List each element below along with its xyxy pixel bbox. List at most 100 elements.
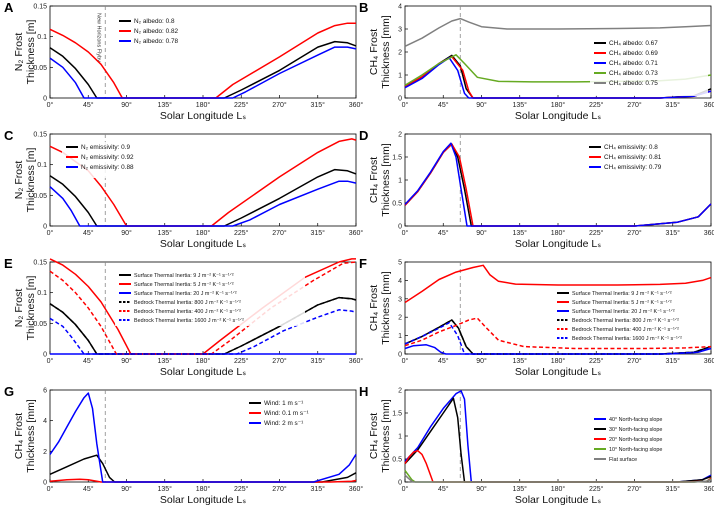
panel-a: New Horizons Flyby 0° 45° 90° 135° 180° 225° 27… — [4, 0, 363, 122]
panel-c-ytick-label: 0.1 — [37, 162, 47, 169]
panel-d-ytick-label: 0 — [398, 224, 402, 231]
panel-d-legend: CH₄ emissivity: 0.8 CH₄ emissivity: 0.81 C… — [585, 142, 705, 178]
panel-e-xtick-label: 90° — [121, 357, 132, 365]
panel-e-legend-bg — [115, 270, 305, 326]
panel-g-legend-label: Wind: 0.1 m s⁻¹ — [264, 410, 309, 417]
panel-f-xtick-label: 90° — [476, 357, 487, 365]
panel-c-xtick-label: 90° — [121, 229, 132, 237]
panel-b-ytick-label: 0 — [398, 96, 402, 103]
panel-e-ylabel: N₂ FrostThickness [m] — [13, 276, 37, 341]
panel-f-xtick-label: 45° — [438, 357, 449, 365]
panel-d-xtick-label: 0° — [402, 229, 409, 237]
panel-d-xtick-label: 45° — [438, 229, 449, 237]
panel-c-ylabel-line: Thickness [m] — [25, 148, 37, 213]
panel-h-legend-label: 30° North-facing slope — [609, 427, 662, 433]
panel-d-xtick-label: 90° — [476, 229, 487, 237]
panel-b-xtick-label: 135° — [513, 101, 528, 109]
panel-d-series-2-line — [404, 142, 712, 227]
panel-a-legend-label: N₂ albedo: 0.8 — [134, 18, 175, 25]
panel-b-legend-bg — [590, 38, 708, 96]
panel-b-ytick-label: 3 — [398, 27, 402, 34]
panel-e-legend-label: Surface Thermal Inertia: 5 J m⁻² K⁻¹ s⁻¹… — [134, 282, 234, 288]
panel-d-xtick-label: 315° — [666, 229, 681, 237]
panel-a-ytick-label: 0.05 — [33, 65, 47, 72]
panel-c-ytick-label: 0 — [43, 224, 47, 231]
panel-h: 0° 45° 90° 135° 180° 225° 270° 315° 360° 0 0.5 1 1.5… — [359, 384, 714, 506]
panel-e-legend-label: Bedrock Thermal Inertia: 400 J m⁻² K⁻¹ s… — [134, 309, 241, 315]
panel-a-xtick-label: 45° — [83, 101, 94, 109]
panel-a-series-2-line — [49, 46, 357, 99]
panel-b-series-2-line — [404, 57, 712, 99]
panel-g-xlabel: Solar Longitude Lₛ — [160, 494, 246, 506]
panel-f-xtick-label: 180° — [551, 357, 566, 365]
panel-d-ylabel-line: Thickness [mm] — [380, 143, 392, 217]
panel-b-ytick-label: 1 — [398, 73, 402, 80]
panel-d-legend-label: CH₄ emissivity: 0.8 — [604, 144, 658, 151]
panel-a-ylabel: N₂ FrostThickness [m] — [13, 20, 37, 85]
panel-b-legend-label: CH₄ albedo: 0.67 — [609, 40, 658, 47]
panel-e: 0° 45° 90° 135° 180° 225° 270° 315° 360° 0 0.05 0.1… — [4, 256, 363, 378]
panel-d: 0° 45° 90° 135° 180° 225° 270° 315° 360° 0 0.5 1 1.5… — [359, 128, 714, 250]
panel-h-ytick-label: 0.5 — [392, 457, 402, 464]
panel-g-xtick-label: 270° — [272, 485, 287, 493]
panel-h-ytick-label: 2 — [398, 388, 402, 395]
panel-f-xtick-label: 0° — [402, 357, 409, 365]
panel-h-xtick-label: 135° — [513, 485, 528, 493]
panel-h-letter: H — [359, 384, 368, 399]
panel-f-ylabel-line: CH₄ Frost — [368, 285, 380, 331]
panel-c-xtick-label: 45° — [83, 229, 94, 237]
panel-h-ytick-label: 1 — [398, 434, 402, 441]
panel-g: 0° 45° 90° 135° 180° 225° 270° 315° 360° 0 2 4 6 Sola… — [4, 384, 363, 506]
panel-f-legend-label: Surface Thermal Inertia: 5 J m⁻² K⁻¹ s⁻¹… — [572, 300, 672, 306]
panel-d-xtick-label: 180° — [551, 229, 566, 237]
panel-h-xtick-label: 180° — [551, 485, 566, 493]
panel-a-xtick-label: 90° — [121, 101, 132, 109]
panel-f-legend-label: Surface Thermal Inertia: 20 J m⁻² K⁻¹ s⁻… — [572, 309, 675, 315]
panel-a-legend: N₂ albedo: 0.8 N₂ albedo: 0.82 N₂ albedo: … — [115, 16, 230, 56]
panel-g-xtick-label: 360° — [349, 485, 364, 493]
panel-f-legend-bg — [553, 288, 708, 344]
panel-f-xlabel: Solar Longitude Lₛ — [515, 366, 601, 378]
panel-h-xtick-label: 90° — [476, 485, 487, 493]
panel-e-ytick-label: 0 — [43, 352, 47, 359]
panel-b-ytick-label: 2 — [398, 50, 402, 57]
panel-b-xtick-label: 180° — [551, 101, 566, 109]
panel-e-xtick-label: 225° — [234, 357, 249, 365]
panel-f-ytick-label: 5 — [398, 260, 402, 267]
panel-c-legend-label: N₂ emissivity: 0.88 — [81, 164, 134, 171]
panel-g-ytick-label: 4 — [43, 418, 47, 425]
panel-d-ytick-label: 1.5 — [392, 155, 402, 162]
panel-h-legend: 40° North-facing slope 30° North-facing s… — [590, 414, 708, 466]
panel-d-ytick-label: 2 — [398, 132, 402, 139]
panel-e-xtick-label: 180° — [196, 357, 211, 365]
panel-c-xtick-label: 270° — [272, 229, 287, 237]
panel-e-legend-label: Bedrock Thermal Inertia: 800 J m⁻² K⁻¹ s… — [134, 300, 241, 306]
panel-f-letter: F — [359, 256, 367, 271]
panel-c-series-0-line — [49, 168, 357, 227]
panel-b-legend: CH₄ albedo: 0.67 CH₄ albedo: 0.69 CH₄ albe… — [590, 38, 708, 96]
panel-e-legend-label: Bedrock Thermal Inertia: 1600 J m⁻² K⁻¹ … — [134, 318, 244, 324]
panel-f: 0° 45° 90° 135° 180° 225° 270° 315° 360° 0 1 2 3 4 5 So… — [359, 256, 714, 378]
panel-e-xtick-label: 0° — [47, 357, 54, 365]
panel-f-xtick-label: 315° — [666, 357, 681, 365]
panel-f-ylabel-line: Thickness [mm] — [380, 271, 392, 345]
panel-g-xtick-label: 135° — [158, 485, 173, 493]
panel-f-series-1-line — [404, 264, 712, 304]
panel-a-xtick-label: 0° — [47, 101, 54, 109]
panel-f-xtick-label: 225° — [589, 357, 604, 365]
panel-b-xlabel: Solar Longitude Lₛ — [515, 110, 601, 122]
panel-g-ytick-label: 2 — [43, 449, 47, 456]
panel-g-xtick-label: 0° — [47, 485, 54, 493]
panel-e-ytick-label: 0.05 — [33, 321, 47, 328]
panel-g-xtick-label: 45° — [83, 485, 94, 493]
panel-h-xtick-label: 360° — [704, 485, 714, 493]
panel-b-legend-label: CH₄ albedo: 0.69 — [609, 50, 658, 57]
panel-e-ytick-label: 0.15 — [33, 260, 47, 267]
panel-a-ylabel-line: N₂ Frost — [13, 33, 25, 72]
panel-d-legend-bg — [585, 142, 705, 178]
panel-a-legend-bg — [115, 16, 230, 56]
panel-f-legend-label: Bedrock Thermal Inertia: 800 J m⁻² K⁻¹ s… — [572, 318, 679, 324]
panel-c-legend: N₂ emissivity: 0.9 N₂ emissivity: 0.92 N₂ … — [62, 142, 172, 178]
panel-g-legend-label: Wind: 1 m s⁻¹ — [264, 400, 303, 407]
